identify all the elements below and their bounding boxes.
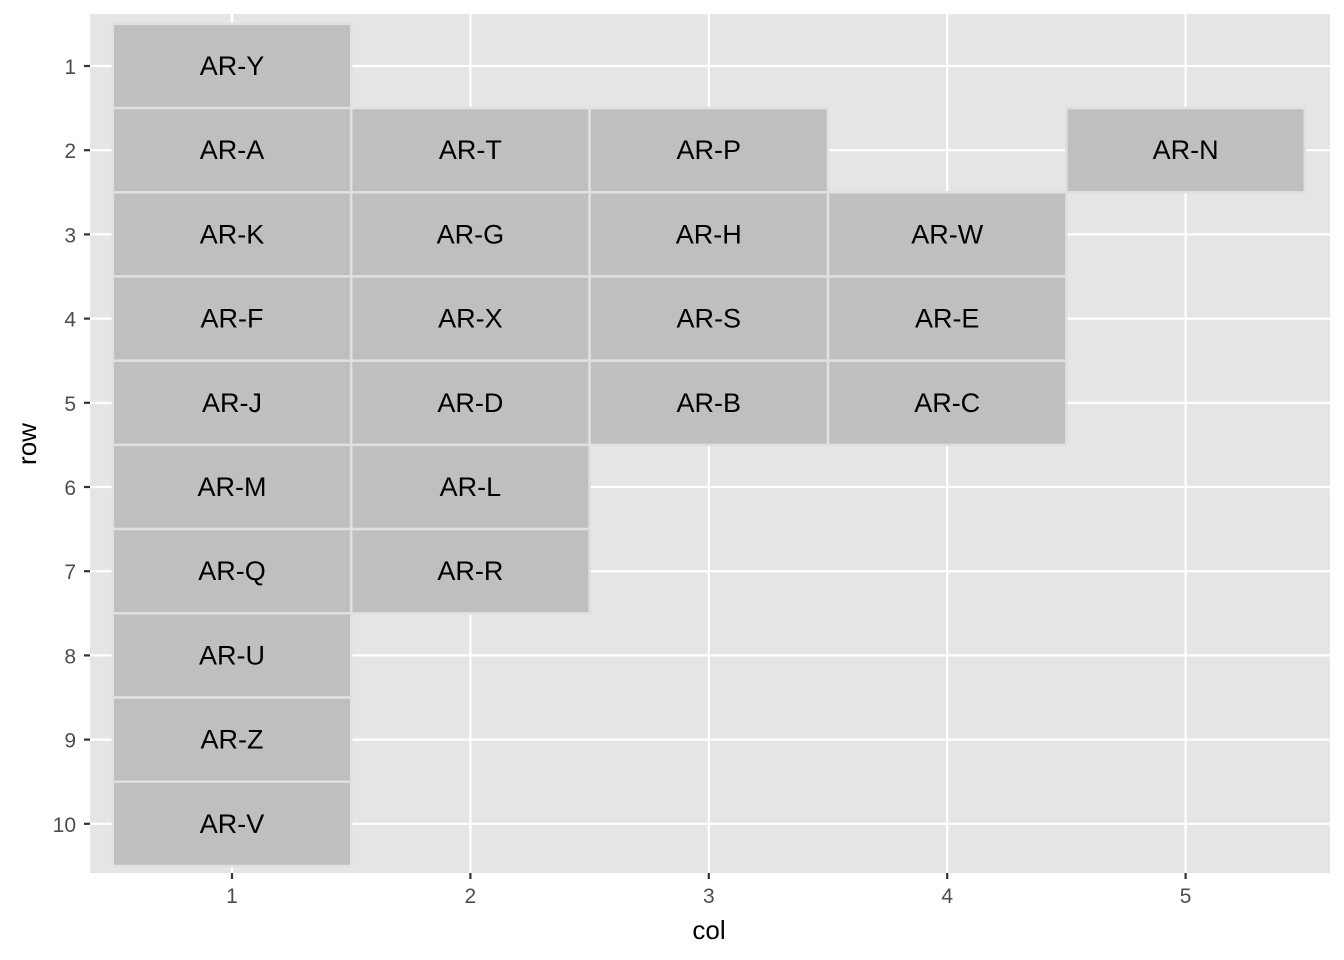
- tile-label-ar-w: AR-W: [911, 219, 983, 249]
- tile-ar-h: [588, 191, 830, 278]
- tile-ar-k: [111, 191, 353, 278]
- y-tick-label: 2: [64, 140, 76, 163]
- tile-label-ar-n: AR-N: [1153, 135, 1219, 165]
- x-tick-label: 4: [941, 885, 953, 908]
- tile-ar-u: [111, 612, 353, 699]
- tile-label-ar-t: AR-T: [439, 135, 502, 165]
- tile-label-ar-l: AR-L: [440, 472, 502, 502]
- y-tick-label: 1: [64, 56, 76, 79]
- tile-ar-m: [111, 443, 353, 531]
- tile-ar-j: [111, 359, 353, 447]
- tile-ar-d: [349, 359, 591, 447]
- tile-label-ar-e: AR-E: [915, 304, 980, 334]
- tile-label-ar-q: AR-Q: [198, 556, 266, 586]
- tile-label-ar-d: AR-D: [437, 388, 503, 418]
- tile-ar-f: [111, 275, 353, 362]
- tile-ar-w: [826, 191, 1068, 278]
- x-tick-label: 5: [1180, 885, 1192, 908]
- y-tick-label: 10: [53, 814, 76, 837]
- tile-label-ar-j: AR-J: [202, 388, 262, 418]
- tile-label-ar-h: AR-H: [676, 219, 742, 249]
- tile-label-ar-u: AR-U: [199, 640, 265, 670]
- tile-label-ar-f: AR-F: [201, 304, 264, 334]
- tile-ar-s: [588, 275, 830, 362]
- tile-ar-c: [826, 359, 1068, 447]
- y-tick-label: 9: [64, 730, 76, 753]
- y-tick-label: 3: [64, 224, 76, 247]
- x-tick-label: 2: [465, 885, 477, 908]
- tile-ar-p: [588, 106, 830, 194]
- tile-ar-r: [349, 527, 591, 615]
- y-tick-label: 6: [64, 477, 76, 500]
- tile-label-ar-z: AR-Z: [201, 725, 264, 755]
- tile-label-ar-v: AR-V: [200, 809, 265, 839]
- tile-ar-a: [111, 106, 353, 194]
- tile-label-ar-p: AR-P: [677, 135, 742, 165]
- tile-ar-n: [1065, 106, 1307, 194]
- tile-label-ar-s: AR-S: [677, 304, 742, 334]
- tile-label-ar-m: AR-M: [198, 472, 267, 502]
- y-tick-label: 8: [64, 645, 76, 668]
- tile-ar-b: [588, 359, 830, 447]
- axes: 1 2 3 4 5 1 2 3 4 5 6 7 8 9 10: [53, 56, 1192, 908]
- y-axis-title: row: [12, 423, 42, 465]
- tile-label-ar-r: AR-R: [437, 556, 503, 586]
- tile-labels: AR-Y AR-A AR-T AR-P AR-N AR-K AR-G AR-H AR-W AR-F…: [198, 51, 1219, 839]
- x-axis-title: col: [692, 915, 725, 945]
- tile-label-ar-a: AR-A: [200, 135, 265, 165]
- x-tick-label: 1: [226, 885, 238, 908]
- tile-label-ar-y: AR-Y: [200, 51, 265, 81]
- y-tick-label: 7: [64, 561, 76, 584]
- tiles: [111, 22, 1307, 868]
- tile-label-ar-c: AR-C: [914, 388, 980, 418]
- tile-ar-e: [826, 275, 1068, 362]
- tile-label-ar-b: AR-B: [677, 388, 742, 418]
- x-tick-label: 3: [703, 885, 715, 908]
- tile-label-ar-x: AR-X: [438, 304, 503, 334]
- tile-ar-z: [111, 696, 353, 783]
- tile-label-ar-g: AR-G: [437, 219, 505, 249]
- tile-label-ar-k: AR-K: [200, 219, 265, 249]
- tile-ar-l: [349, 443, 591, 531]
- y-tick-label: 4: [64, 309, 76, 332]
- tile-ar-v: [111, 780, 353, 868]
- tile-ar-y: [111, 22, 353, 110]
- y-tick-label: 5: [64, 393, 76, 416]
